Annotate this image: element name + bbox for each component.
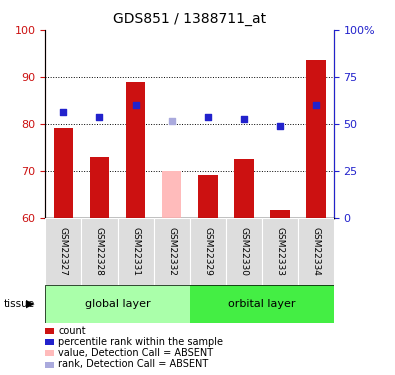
Point <box>168 118 175 124</box>
Text: GSM22327: GSM22327 <box>59 227 68 276</box>
Bar <box>298 217 334 285</box>
Text: GSM22332: GSM22332 <box>167 227 176 276</box>
Point <box>205 114 211 120</box>
Bar <box>198 176 218 217</box>
Bar <box>126 82 145 218</box>
Bar <box>45 217 81 285</box>
Bar <box>154 217 190 285</box>
Bar <box>162 171 181 217</box>
Text: rank, Detection Call = ABSENT: rank, Detection Call = ABSENT <box>58 360 209 369</box>
Text: GSM22331: GSM22331 <box>131 227 140 276</box>
Bar <box>270 210 290 218</box>
Text: count: count <box>58 326 86 336</box>
Point <box>241 116 247 122</box>
Text: GSM22329: GSM22329 <box>203 227 212 276</box>
Text: GSM22334: GSM22334 <box>311 227 320 276</box>
Bar <box>81 217 118 285</box>
Bar <box>226 217 261 285</box>
Point <box>276 123 283 129</box>
Text: tissue: tissue <box>4 299 35 309</box>
Text: value, Detection Call = ABSENT: value, Detection Call = ABSENT <box>58 348 214 358</box>
Point <box>60 109 67 115</box>
Point <box>312 102 319 108</box>
Point <box>132 102 139 108</box>
Text: orbital layer: orbital layer <box>228 299 295 309</box>
Bar <box>190 217 226 285</box>
Text: GSM22330: GSM22330 <box>239 227 248 276</box>
Title: GDS851 / 1388711_at: GDS851 / 1388711_at <box>113 12 266 26</box>
Bar <box>118 217 154 285</box>
Text: GSM22333: GSM22333 <box>275 227 284 276</box>
Bar <box>261 217 298 285</box>
Bar <box>234 159 254 218</box>
Bar <box>45 285 190 322</box>
Text: ▶: ▶ <box>26 299 34 309</box>
Text: percentile rank within the sample: percentile rank within the sample <box>58 337 224 347</box>
Point <box>96 114 103 120</box>
Text: global layer: global layer <box>85 299 150 309</box>
Bar <box>190 285 334 322</box>
Text: GSM22328: GSM22328 <box>95 227 104 276</box>
Bar <box>90 157 109 218</box>
Bar <box>54 128 73 217</box>
Bar <box>306 60 325 217</box>
